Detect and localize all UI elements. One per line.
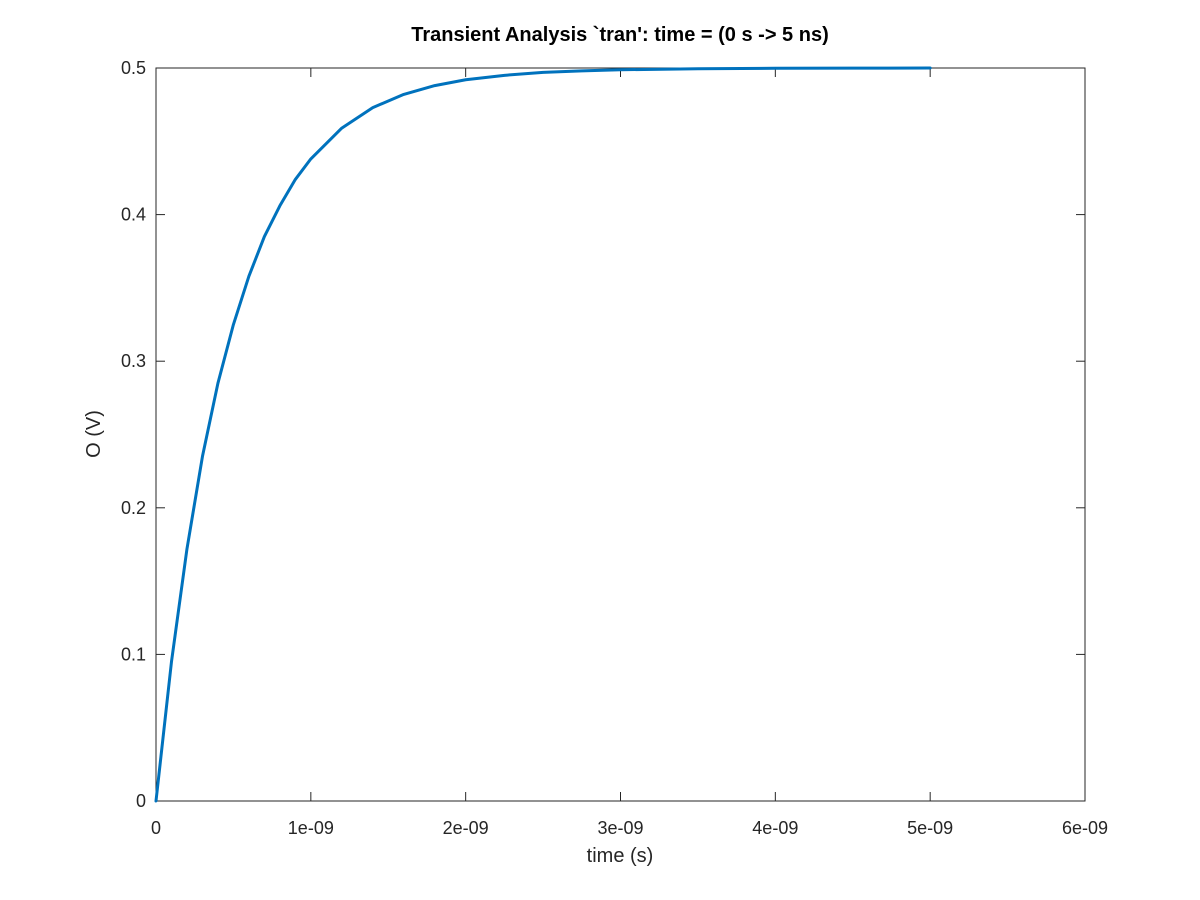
x-tick-label: 6e-09 — [1062, 818, 1108, 838]
x-tick-label: 3e-09 — [597, 818, 643, 838]
y-tick-label: 0 — [136, 791, 146, 811]
y-tick-label: 0.2 — [121, 498, 146, 518]
x-axis-label: time (s) — [587, 845, 654, 867]
axis-ticks — [155, 67, 1086, 802]
x-tick-label: 1e-09 — [288, 818, 334, 838]
series-layer — [154, 66, 932, 803]
plot-area — [155, 67, 1086, 802]
y-axis-label: O (V) — [83, 410, 105, 458]
x-tick-label: 5e-09 — [907, 818, 953, 838]
chart-title: Transient Analysis `tran': time = (0 s -… — [411, 24, 828, 46]
y-tick-label: 0.5 — [121, 58, 146, 78]
axis-tick-labels: 0 1e-09 2e-09 3e-09 4e-09 5e-09 6e-09 0 0.1 0.2 0.… — [121, 58, 1108, 838]
x-tick-label: 4e-09 — [752, 818, 798, 838]
x-tick-label: 2e-09 — [443, 818, 489, 838]
y-tick-label: 0.1 — [121, 644, 146, 664]
series-line — [154, 66, 932, 803]
x-tick-label: 0 — [151, 818, 161, 838]
y-tick-label: 0.4 — [121, 205, 146, 225]
y-tick-label: 0.3 — [121, 351, 146, 371]
